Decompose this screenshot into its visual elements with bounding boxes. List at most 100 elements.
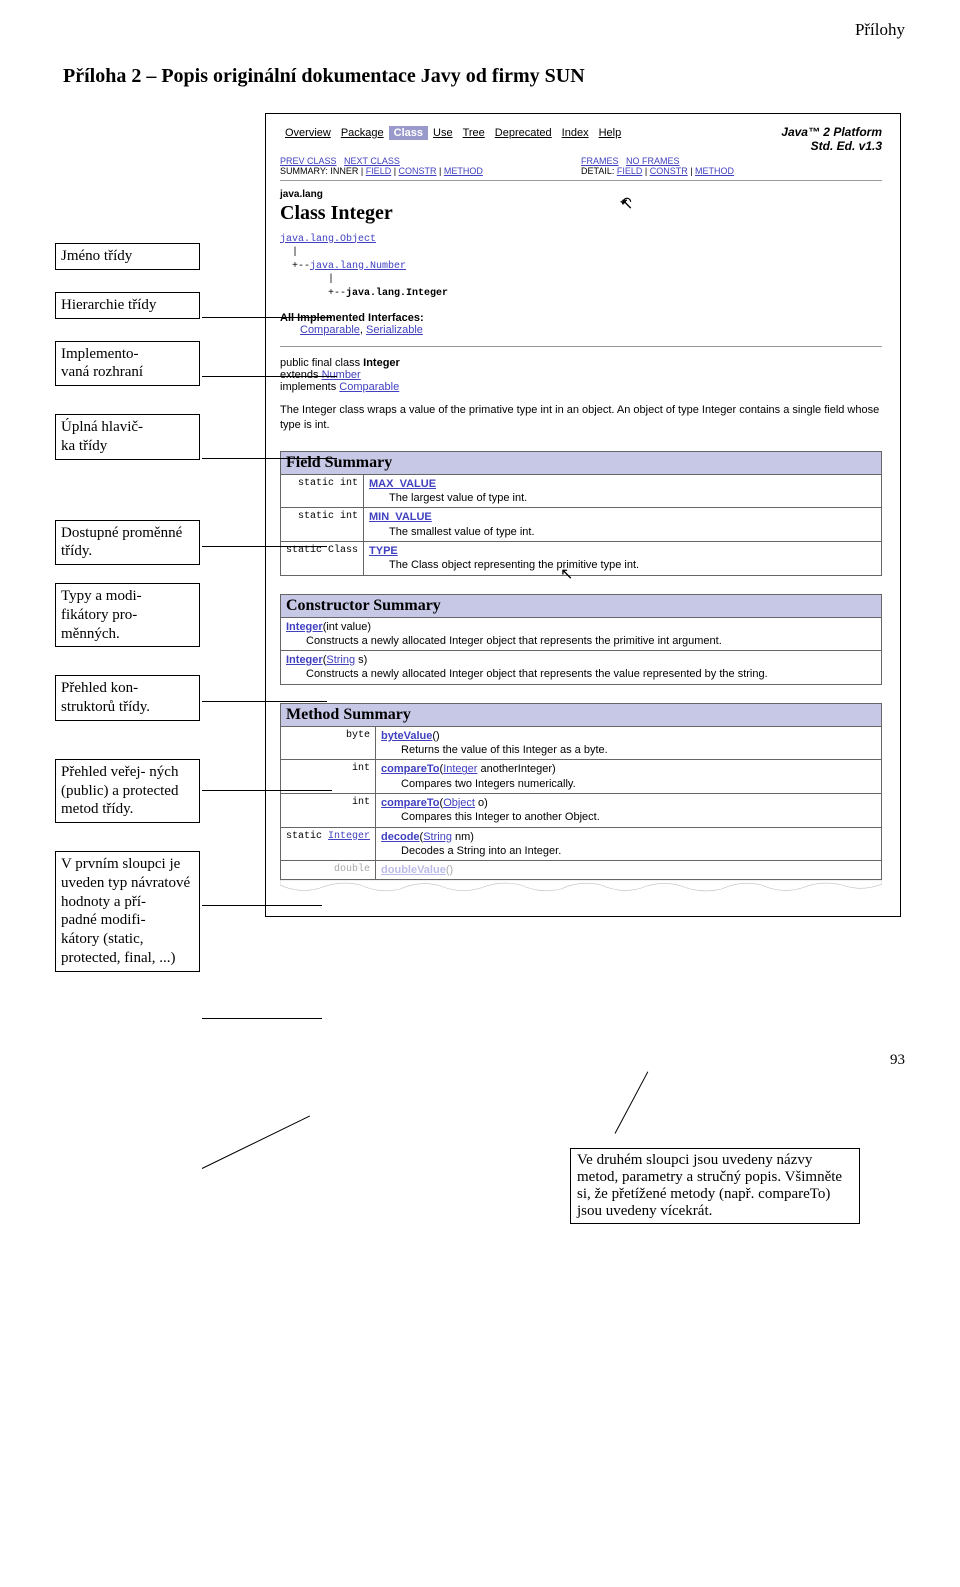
label-method-signatures: Ve druhém sloupci jsou uvedeny názvy met…: [570, 1148, 860, 1224]
subnav-constr[interactable]: CONSTR: [399, 166, 437, 176]
table-row: static Integerdecode(String nm)Decodes a…: [281, 827, 882, 861]
field-link[interactable]: TYPE: [369, 545, 398, 557]
field-link[interactable]: MAX_VALUE: [369, 478, 436, 490]
constructor-cell: Integer(String s)Constructs a newly allo…: [281, 651, 882, 685]
method-link[interactable]: compareTo: [381, 763, 439, 775]
document-title: Příloha 2 – Popis originální dokumentace…: [63, 65, 905, 88]
implemented-interfaces-list: Comparable, Serializable: [300, 324, 882, 336]
interface-link-serializable[interactable]: Serializable: [366, 324, 423, 336]
field-summary-title: Field Summary: [281, 451, 882, 474]
connector-line: [202, 546, 327, 547]
frames-link[interactable]: FRAMES: [581, 156, 619, 166]
nav-tab-class[interactable]: Class: [389, 126, 428, 140]
method-link[interactable]: doubleValue: [381, 864, 446, 876]
connector-line: [202, 1115, 310, 1169]
method-return-type: int: [281, 760, 376, 794]
constructor-summary-table: Constructor Summary Integer(int value)Co…: [280, 594, 882, 685]
implemented-interfaces-label: All Implemented Interfaces:: [280, 312, 882, 324]
prev-class-link[interactable]: PREV CLASS: [280, 156, 337, 166]
method-summary-title: Method Summary: [281, 703, 882, 726]
platform-line1: Java™ 2 Platform: [781, 126, 882, 140]
table-row: static intMIN_VALUEThe smallest value of…: [281, 508, 882, 542]
implements-link[interactable]: Comparable: [339, 381, 399, 393]
subnav-field[interactable]: FIELD: [617, 166, 643, 176]
label-return-types: V prvním sloupci je uveden typ návratové…: [55, 851, 200, 972]
table-row: Integer(int value)Constructs a newly all…: [281, 617, 882, 651]
method-cell: compareTo(Object o)Compares this Integer…: [376, 793, 882, 827]
field-cell: MAX_VALUEThe largest value of type int.: [364, 474, 882, 508]
method-description: Compares this Integer to another Object.: [401, 810, 876, 824]
method-cell: byteValue()Returns the value of this Int…: [376, 726, 882, 760]
subnav-method[interactable]: METHOD: [695, 166, 734, 176]
class-name-heading: Class Integer: [280, 202, 882, 225]
table-row: intcompareTo(Object o)Compares this Inte…: [281, 793, 882, 827]
table-row: intcompareTo(Integer anotherInteger)Comp…: [281, 760, 882, 794]
param-type-link[interactable]: String: [423, 831, 452, 843]
interface-link-comparable[interactable]: Comparable: [300, 324, 360, 336]
subnav-field[interactable]: FIELD: [366, 166, 392, 176]
table-row: static ClassTYPEThe Class object represe…: [281, 541, 882, 575]
return-type-link[interactable]: Integer: [328, 831, 370, 842]
nav-tab-deprecated[interactable]: Deprecated: [490, 126, 557, 140]
connector-line: [202, 905, 322, 906]
nav-tab-package[interactable]: Package: [336, 126, 389, 140]
connector-line: [202, 376, 337, 377]
label-full-header: Úplná hlavič- ka třídy: [55, 414, 200, 460]
label-field-types: Typy a modi- fikátory pro- měnných.: [55, 583, 200, 647]
method-link[interactable]: byteValue: [381, 730, 432, 742]
method-return-type: static Integer: [281, 827, 376, 861]
connector-line: [202, 317, 332, 318]
connector-line: [202, 458, 337, 459]
method-return-type: int: [281, 793, 376, 827]
field-link[interactable]: MIN_VALUE: [369, 511, 432, 523]
method-link[interactable]: decode: [381, 831, 420, 843]
method-description: Compares two Integers numerically.: [401, 777, 876, 791]
label-interfaces: Implemento- vaná rozhraní: [55, 341, 200, 387]
method-return-type: byte: [281, 726, 376, 760]
summary-label: SUMMARY: INNER |: [280, 166, 366, 176]
subnav-method[interactable]: METHOD: [444, 166, 483, 176]
nav-tab-index[interactable]: Index: [557, 126, 594, 140]
constructor-description: Constructs a newly allocated Integer obj…: [306, 634, 876, 648]
field-description: The smallest value of type int.: [389, 525, 876, 539]
constructor-link[interactable]: Integer: [286, 654, 323, 666]
nav-tab-tree[interactable]: Tree: [458, 126, 490, 140]
hierarchy-number-link[interactable]: java.lang.Number: [310, 261, 406, 272]
field-description: The Class object representing the primit…: [389, 558, 876, 572]
hierarchy-object-link[interactable]: java.lang.Object: [280, 234, 376, 245]
torn-edge: [280, 880, 882, 894]
method-return-type: double: [281, 861, 376, 880]
next-class-link[interactable]: NEXT CLASS: [344, 156, 400, 166]
nav-tab-use[interactable]: Use: [428, 126, 458, 140]
nav-tab-overview[interactable]: Overview: [280, 126, 336, 140]
param-type-link[interactable]: Object: [443, 797, 475, 809]
javadoc-screenshot: OverviewPackageClassUseTreeDeprecatedInd…: [265, 113, 901, 917]
table-row: bytebyteValue()Returns the value of this…: [281, 726, 882, 760]
method-link[interactable]: compareTo: [381, 797, 439, 809]
param-type-link[interactable]: Integer: [443, 763, 477, 775]
constructor-link[interactable]: Integer: [286, 621, 323, 633]
javadoc-navbar: OverviewPackageClassUseTreeDeprecatedInd…: [280, 126, 882, 154]
annotation-column: Jméno třídy Hierarchie třídy Implemento-…: [55, 113, 200, 972]
method-cell: compareTo(Integer anotherInteger)Compare…: [376, 760, 882, 794]
label-constructors: Přehled kon- struktorů třídy.: [55, 675, 200, 721]
class-declaration: public final class Integer extends Numbe…: [280, 357, 882, 393]
method-summary-table: Method Summary bytebyteValue()Returns th…: [280, 703, 882, 881]
param-type-link[interactable]: String: [326, 654, 355, 666]
constructor-cell: Integer(int value)Constructs a newly all…: [281, 617, 882, 651]
nav-tab-help[interactable]: Help: [594, 126, 627, 140]
constructor-summary-title: Constructor Summary: [281, 594, 882, 617]
connector-line: [202, 790, 332, 791]
subnav-constr[interactable]: CONSTR: [650, 166, 688, 176]
method-description: Returns the value of this Integer as a b…: [401, 743, 876, 757]
method-cell: doubleValue(): [376, 861, 882, 880]
hierarchy-integer: java.lang.Integer: [346, 288, 448, 299]
page-header-right: Přílohy: [55, 20, 905, 40]
label-class-name: Jméno třídy: [55, 243, 200, 270]
no-frames-link[interactable]: NO FRAMES: [626, 156, 680, 166]
field-cell: TYPEThe Class object representing the pr…: [364, 541, 882, 575]
label-methods: Přehled veřej- ných (public) a protected…: [55, 759, 200, 823]
detail-label: DETAIL:: [581, 166, 617, 176]
field-cell: MIN_VALUE The smallest value of type int.: [364, 508, 882, 542]
table-row: Integer(String s)Constructs a newly allo…: [281, 651, 882, 685]
